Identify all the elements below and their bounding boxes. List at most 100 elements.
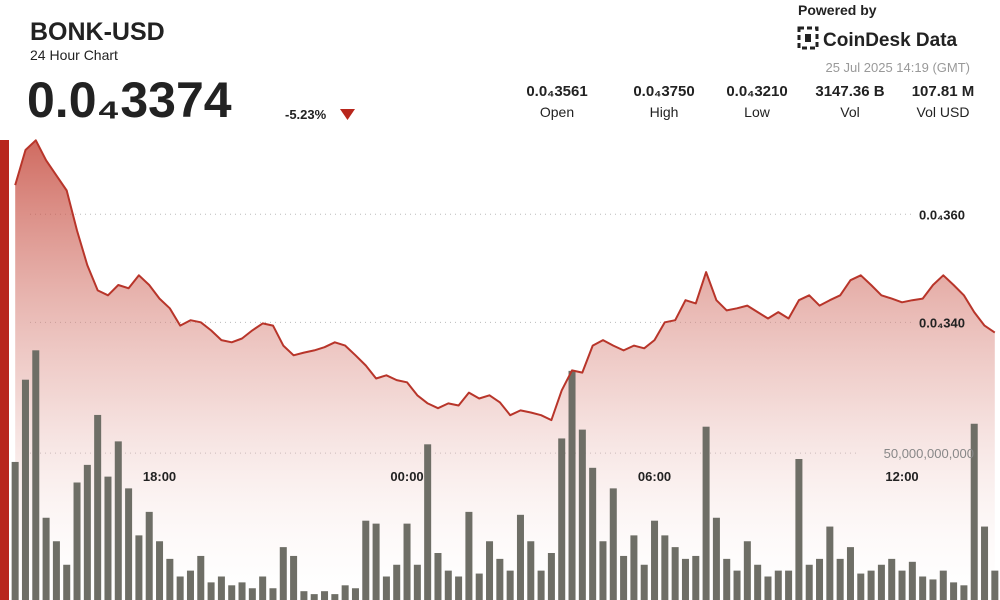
volume-bar bbox=[259, 576, 267, 600]
volume-bar bbox=[217, 576, 225, 600]
volume-bar bbox=[372, 523, 380, 600]
timestamp: 25 Jul 2025 14:19 (GMT) bbox=[825, 60, 970, 75]
current-price: 0.0₄3374 bbox=[27, 72, 232, 128]
volume-bar bbox=[805, 564, 813, 600]
stat-label: Open bbox=[540, 104, 574, 120]
volume-bar bbox=[692, 555, 700, 600]
volume-bar bbox=[950, 582, 958, 600]
volume-bar bbox=[816, 558, 824, 600]
volume-bar bbox=[496, 558, 504, 600]
volume-bar bbox=[888, 558, 896, 600]
powered-by: Powered by bbox=[798, 2, 877, 18]
volume-bar bbox=[465, 511, 473, 600]
volume-bar bbox=[32, 350, 40, 600]
stat-label: High bbox=[650, 104, 679, 120]
volume-bar bbox=[300, 591, 308, 600]
volume-bar bbox=[413, 564, 421, 600]
brand-logo bbox=[797, 26, 819, 50]
volume-bar bbox=[785, 570, 793, 600]
volume-bar bbox=[898, 570, 906, 600]
volume-bar bbox=[960, 585, 968, 600]
volume-bar bbox=[723, 558, 731, 600]
y-tick-label: 0.0₄340 bbox=[919, 315, 965, 330]
volume-bar bbox=[764, 576, 772, 600]
plot-area bbox=[11, 139, 999, 600]
volume-bar bbox=[609, 488, 617, 600]
volume-bar bbox=[279, 547, 287, 600]
volume-bar bbox=[186, 570, 194, 600]
price-area bbox=[15, 140, 995, 600]
volume-bar bbox=[238, 582, 246, 600]
volume-bar bbox=[527, 541, 535, 600]
volume-bar bbox=[52, 541, 60, 600]
volume-bar bbox=[908, 561, 916, 600]
volume-bar bbox=[310, 594, 318, 600]
stat-value: 107.81 M bbox=[912, 83, 975, 100]
volume-bar bbox=[681, 558, 689, 600]
volume-bar bbox=[826, 526, 834, 600]
price-line bbox=[14, 139, 996, 422]
volume-bar bbox=[114, 441, 122, 600]
stat-label: Vol USD bbox=[917, 104, 970, 120]
volume-bar bbox=[197, 555, 205, 600]
volume-bar bbox=[630, 535, 638, 600]
volume-bar bbox=[516, 514, 524, 600]
volume-bar bbox=[651, 520, 659, 600]
volume-bar bbox=[290, 555, 298, 600]
x-tick-label: 12:00 bbox=[885, 469, 918, 484]
volume-bar bbox=[939, 570, 947, 600]
volume-bar bbox=[455, 576, 463, 600]
volume-bar bbox=[919, 576, 927, 600]
stat-value: 0.0₄3750 bbox=[633, 83, 694, 100]
volume-bar bbox=[568, 370, 576, 600]
stat-value: 3147.36 B bbox=[815, 83, 884, 100]
volume-bar bbox=[929, 579, 937, 600]
volume-bar bbox=[382, 576, 390, 600]
volume-bar bbox=[836, 558, 844, 600]
volume-bar bbox=[640, 564, 648, 600]
volume-bar bbox=[506, 570, 514, 600]
volume-bar bbox=[486, 541, 494, 600]
volume-bar bbox=[733, 570, 741, 600]
volume-bar bbox=[475, 573, 483, 600]
volume-bar bbox=[444, 570, 452, 600]
volume-bar bbox=[145, 511, 153, 600]
volume-bar bbox=[83, 464, 91, 600]
volume-bar bbox=[558, 438, 566, 600]
volume-bar bbox=[434, 553, 442, 600]
volume-bar bbox=[156, 541, 164, 600]
x-tick-label: 00:00 bbox=[390, 469, 423, 484]
volume-bar bbox=[991, 570, 999, 600]
down-arrow bbox=[340, 109, 355, 120]
volume-bar bbox=[424, 444, 432, 600]
volume-bar bbox=[795, 459, 803, 600]
volume-bar bbox=[712, 517, 720, 600]
volume-bar bbox=[331, 594, 339, 600]
volume-bar bbox=[620, 555, 628, 600]
volume-bar bbox=[166, 558, 174, 600]
stat-value: 0.0₄3210 bbox=[726, 83, 787, 100]
volume-bar bbox=[42, 517, 50, 600]
volume-bar bbox=[981, 526, 989, 600]
volume-bar bbox=[867, 570, 875, 600]
volume-bar bbox=[857, 573, 865, 600]
volume-bar bbox=[341, 585, 349, 600]
subtitle: 24 Hour Chart bbox=[30, 47, 118, 63]
volume-bar bbox=[351, 588, 359, 600]
volume-bar bbox=[671, 547, 679, 600]
volume-bar bbox=[73, 482, 81, 600]
volume-bar bbox=[21, 379, 29, 600]
volume-bar bbox=[269, 588, 277, 600]
stat-label: Vol bbox=[840, 104, 859, 120]
volume-bar bbox=[321, 591, 329, 600]
volume-bar bbox=[248, 588, 256, 600]
accent-bar bbox=[0, 140, 9, 600]
volume-bar bbox=[589, 467, 597, 600]
volume-bar bbox=[11, 461, 19, 600]
volume-bar bbox=[207, 582, 215, 600]
volume-bar bbox=[94, 414, 102, 600]
price-change: -5.23% bbox=[285, 107, 327, 122]
volume-bar bbox=[702, 426, 710, 600]
volume-bar bbox=[362, 520, 370, 600]
